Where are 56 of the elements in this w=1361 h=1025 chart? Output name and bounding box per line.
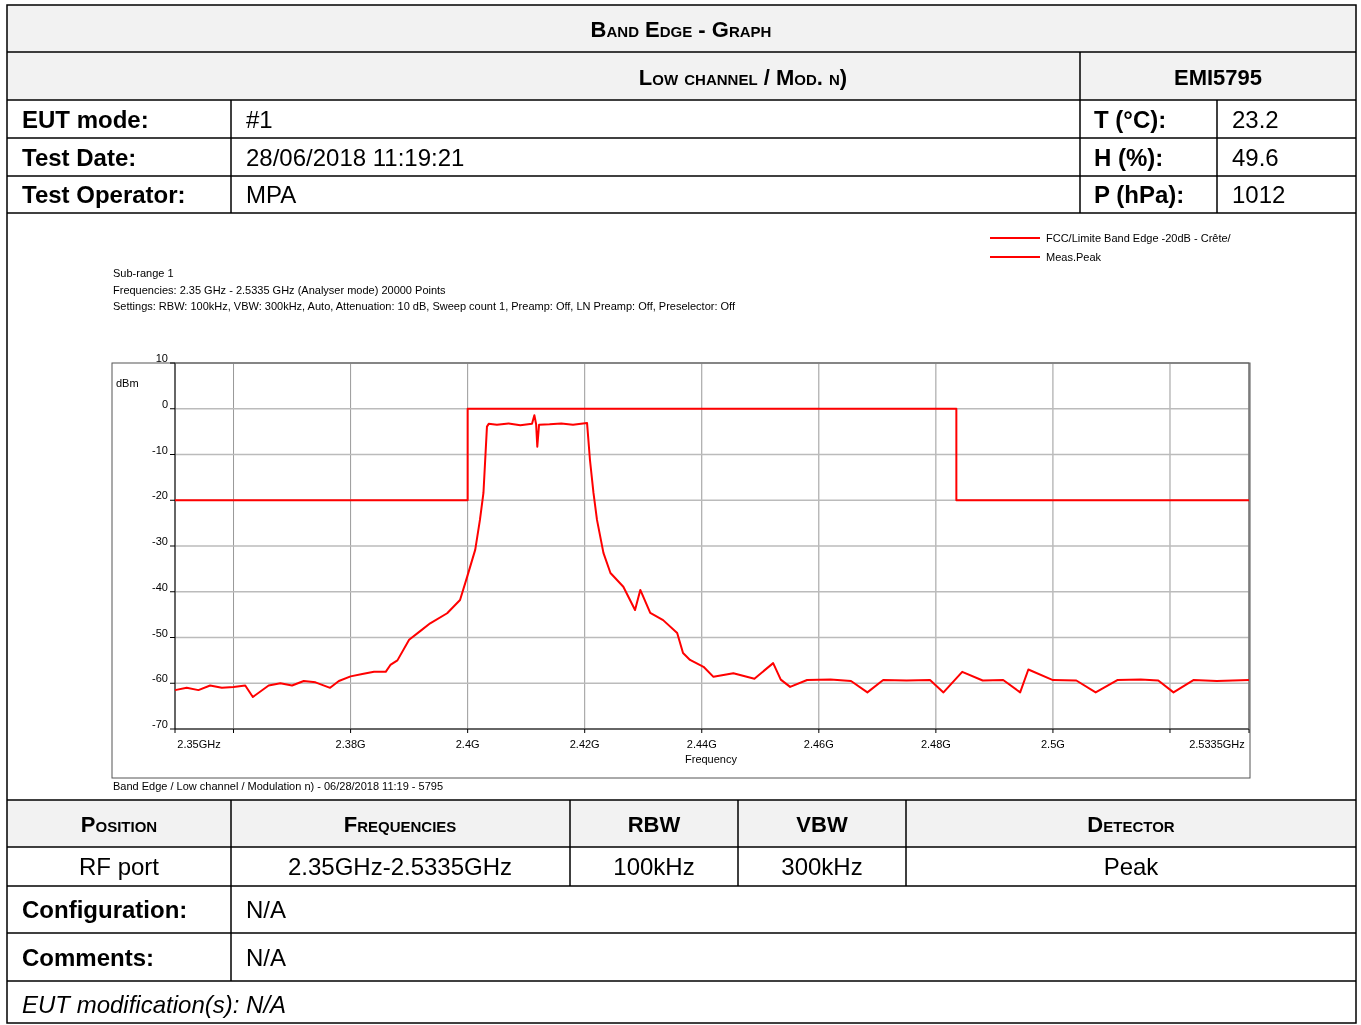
text: T (°C): <box>1094 106 1167 133</box>
text: VBW <box>796 812 848 837</box>
x-tick-label: 2.46G <box>803 738 834 750</box>
x-tick-label: 2.48G <box>920 738 951 750</box>
y-tick-label: -40 <box>152 580 168 593</box>
text: Comments: <box>22 944 155 971</box>
text: Peak <box>1103 853 1160 880</box>
text: EUT modification(s): N/A <box>22 991 287 1018</box>
x-tick-label: 2.44G <box>686 738 717 750</box>
text: 1012 <box>1232 181 1286 208</box>
text: 23.2 <box>1232 106 1279 133</box>
x-tick-label: 2.4G <box>455 738 480 750</box>
text: Settings: RBW: 100kHz, VBW: 300kHz, Auto, Attenuation: 10 dB, Sweep count 1, Preamp: Off, LN Preamp: Off, Preselector: Off <box>113 300 736 312</box>
text: Sub-range 1 <box>113 267 174 279</box>
text: EUT mode: <box>22 106 149 133</box>
text: Low channel / Mod. n) <box>638 65 848 90</box>
text: N/A <box>246 896 287 923</box>
x-tick-label: 2.35GHz <box>177 738 221 750</box>
x-axis-title: Frequency <box>685 753 738 765</box>
text: Configuration: <box>22 896 188 923</box>
y-tick-label: -20 <box>152 489 168 502</box>
text: 100kHz <box>613 853 695 880</box>
chart-title: Band Edge - Graph <box>590 17 772 42</box>
y-tick-label: -60 <box>152 672 168 685</box>
legend-label: FCC/Limite Band Edge -20dB - Crête/ <box>1046 232 1232 244</box>
text: Test Date: <box>22 144 137 171</box>
y-tick-label: -30 <box>152 535 168 547</box>
text: 2.35GHz-2.5335GHz <box>287 853 513 880</box>
text: #1 <box>246 106 273 133</box>
y-axis-title: dBm <box>116 377 139 389</box>
text: N/A <box>246 944 287 971</box>
x-tick-label: 2.5335GHz <box>1189 738 1245 750</box>
y-tick-label: -70 <box>152 718 168 730</box>
x-tick-label: 2.5G <box>1041 738 1065 750</box>
text: MPA <box>246 181 297 208</box>
text: P (hPa): <box>1094 181 1185 208</box>
text: EMI5795 <box>1173 65 1263 90</box>
text: Band Edge / Low channel / Modulation n) - 06/28/2018 11:19 - 5795 <box>113 780 444 792</box>
text: 49.6 <box>1232 144 1279 171</box>
text: Detector <box>1087 812 1175 837</box>
text: Position <box>80 812 158 837</box>
text: 28/06/2018 11:19:21 <box>246 144 465 171</box>
y-tick-label: 10 <box>155 352 168 364</box>
x-tick-label: 2.38G <box>335 738 366 750</box>
text: RF port <box>78 853 160 880</box>
legend-label: Meas.Peak <box>1046 251 1102 263</box>
text: Test Operator: <box>22 181 186 208</box>
y-tick-label: -50 <box>152 626 168 639</box>
text: Frequencies <box>343 812 457 837</box>
y-tick-label: 0 <box>161 397 168 410</box>
text: RBW <box>627 812 681 837</box>
text: H (%): <box>1094 144 1164 171</box>
x-tick-label: 2.42G <box>569 738 600 750</box>
text: Frequencies: 2.35 GHz - 2.5335 GHz (Analyser mode) 20000 Points <box>113 284 447 296</box>
text: 300kHz <box>781 853 863 880</box>
y-tick-label: -10 <box>152 443 168 456</box>
